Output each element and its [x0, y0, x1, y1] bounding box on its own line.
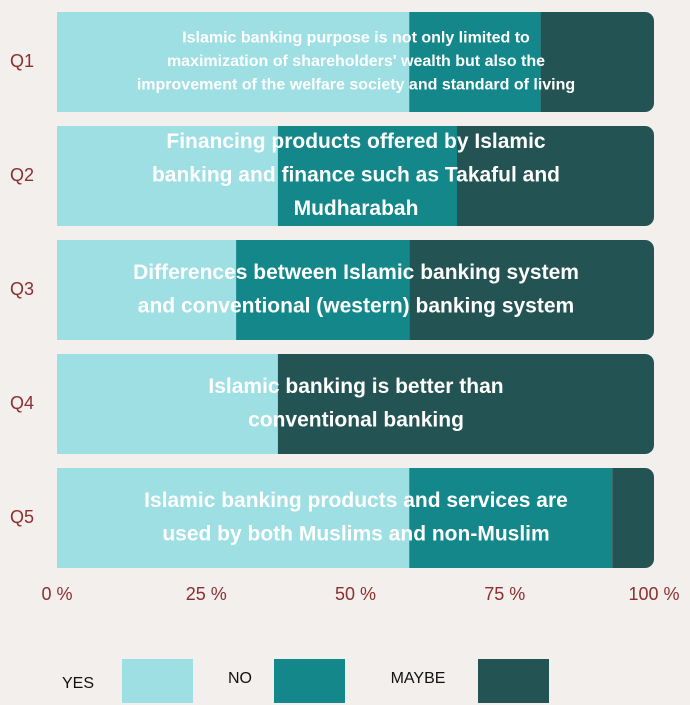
legend-swatch [122, 659, 193, 703]
legend-swatch [478, 659, 549, 703]
bar-text: Mudharabah [294, 197, 419, 220]
bar-text: conventional banking [248, 408, 464, 431]
x-tick-label: 100 % [628, 584, 679, 604]
bar-segment [409, 240, 654, 340]
x-tick-label: 50 % [335, 584, 376, 604]
bar-text: maximization of shareholders' wealth but… [167, 53, 545, 70]
legend-label: NO [228, 670, 252, 687]
bar-segment [277, 126, 457, 226]
bar-row [57, 468, 654, 568]
bar-segment [57, 240, 237, 340]
bar-segment [409, 468, 613, 568]
bar-segment [57, 126, 278, 226]
bar-text: Islamic banking products and services ar… [144, 489, 568, 512]
bar-segment [236, 240, 410, 340]
bar-text: Differences between Islamic banking syst… [133, 261, 579, 284]
bar-text: Islamic banking is better than [208, 375, 503, 398]
bar-segment [57, 12, 410, 112]
legend-swatch [274, 659, 345, 703]
bar-text: Islamic banking purpose is not only limi… [182, 30, 530, 47]
bar-row [57, 12, 654, 112]
category-label: Q3 [10, 279, 34, 299]
bar-segment [277, 354, 654, 454]
category-label: Q5 [10, 507, 34, 527]
legend-label: YES [62, 675, 94, 692]
bar-segment [612, 468, 654, 568]
category-label: Q1 [10, 51, 34, 71]
bar-segment [409, 12, 541, 112]
legend-label: MAYBE [391, 670, 446, 687]
x-tick-label: 75 % [484, 584, 525, 604]
bar-row [57, 126, 654, 226]
bar-text: banking and finance such as Takaful and [152, 164, 560, 187]
bar-row [57, 240, 654, 340]
x-tick-label: 0 % [41, 584, 72, 604]
bar-text: Financing products offered by Islamic [166, 130, 546, 153]
bar-segment [57, 354, 278, 454]
bar-row [57, 354, 654, 454]
bar-segment [456, 126, 654, 226]
bar-segment [57, 468, 410, 568]
bar-text: and conventional (western) banking syste… [138, 294, 574, 317]
bar-segment [540, 12, 654, 112]
category-label: Q4 [10, 393, 34, 413]
x-tick-label: 25 % [186, 584, 227, 604]
bar-text: used by both Muslims and non-Muslim [162, 522, 549, 545]
category-label: Q2 [10, 165, 34, 185]
bar-text: improvement of the welfare society and s… [137, 77, 575, 94]
